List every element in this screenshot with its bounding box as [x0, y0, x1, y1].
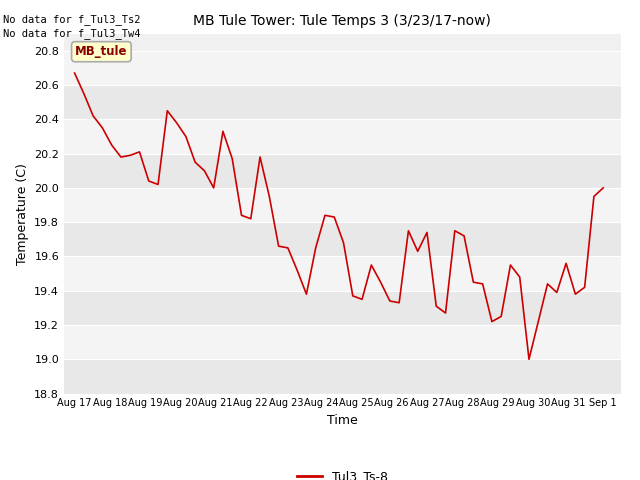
- Bar: [64, 154, 621, 188]
- X-axis label: Time: Time: [327, 414, 358, 427]
- Title: MB Tule Tower: Tule Temps 3 (3/23/17-now): MB Tule Tower: Tule Temps 3 (3/23/17-now…: [193, 14, 492, 28]
- Bar: [64, 360, 621, 394]
- Text: No data for f_Tul3_Ts2: No data for f_Tul3_Ts2: [3, 13, 141, 24]
- Text: No data for f_Tul3_Tw4: No data for f_Tul3_Tw4: [3, 28, 141, 39]
- Bar: [64, 120, 621, 154]
- Text: MB_tule: MB_tule: [75, 45, 127, 58]
- Bar: [64, 291, 621, 325]
- Y-axis label: Temperature (C): Temperature (C): [16, 163, 29, 264]
- Bar: [64, 222, 621, 256]
- Legend: Tul3_Ts-8: Tul3_Ts-8: [292, 465, 393, 480]
- Bar: [64, 256, 621, 291]
- Bar: [64, 325, 621, 360]
- Bar: [64, 51, 621, 85]
- Bar: [64, 85, 621, 120]
- Bar: [64, 188, 621, 222]
